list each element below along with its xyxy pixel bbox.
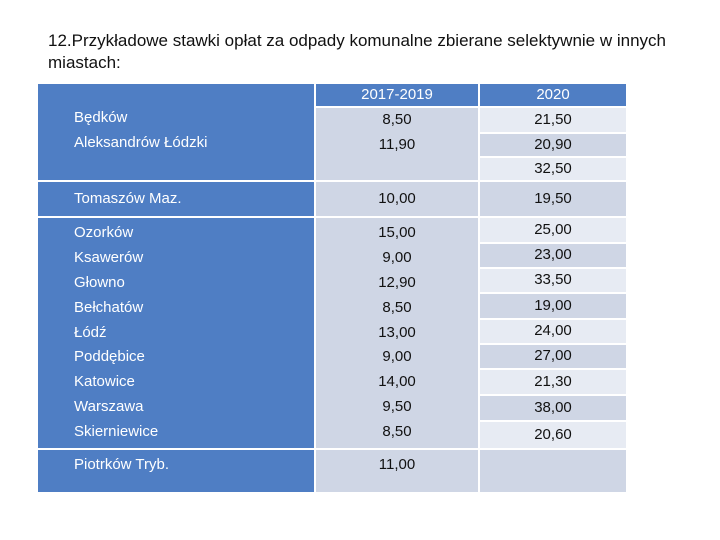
rate-value: 21,30: [534, 372, 572, 390]
rate-2020-cell: 20,60: [480, 422, 626, 448]
city-name: Skierniewice: [74, 422, 159, 440]
city-name: Głowno: [74, 274, 125, 291]
rate-value: 14,00: [378, 373, 416, 391]
group-4-rates-2020-empty: [480, 450, 626, 492]
rate-value: 11,00: [378, 456, 416, 473]
rate-value: 8,50: [382, 111, 412, 128]
rate-value: 33,50: [534, 271, 572, 289]
rate-2020-cell: 24,00: [480, 320, 626, 343]
rate-value: 9,00: [382, 348, 412, 366]
city-name: Bełchatów: [74, 298, 144, 316]
rate-2020-cell: 20,90: [480, 134, 626, 156]
rate-value: 25,00: [534, 220, 572, 238]
rate-value: 19,50: [534, 189, 572, 207]
city-name: Ozorków: [74, 224, 134, 242]
city-name: Łódź: [74, 323, 107, 341]
city-name: Tomaszów Maz.: [74, 189, 182, 207]
column-header-2017-2019: 2017-2019: [316, 84, 478, 106]
rate-2020-cell: 38,00: [480, 396, 626, 420]
city-name: Piotrków Tryb.: [74, 456, 170, 473]
city-group-1: Będków Aleksandrów Łódzki: [38, 84, 314, 180]
group-4-rates-2017: 11,00: [316, 450, 478, 492]
rate-2020-cell: 27,00: [480, 345, 626, 368]
rate-value: 8,50: [382, 422, 412, 440]
city-group-3: Ozorków Ksawerów Głowno Bełchatów Łódź P…: [38, 218, 314, 448]
city-name: Ksawerów: [74, 249, 144, 267]
rate-2020-cell: 33,50: [480, 269, 626, 292]
rate-value: 20,60: [534, 425, 572, 443]
rate-2020-cell: 21,30: [480, 370, 626, 394]
rate-value: 38,00: [534, 398, 572, 416]
rate-value: 32,50: [534, 159, 572, 177]
city-name: Aleksandrów Łódzki: [74, 133, 208, 151]
rate-2020-cell: 19,00: [480, 294, 626, 318]
city-name: Będków: [74, 109, 128, 126]
column-header-2020: 2020: [480, 84, 626, 106]
rate-value: 19,00: [534, 296, 572, 314]
group-3-rates-2017: 15,00 9,00 12,90 8,50 13,00 9,00 14,00 9…: [316, 218, 478, 448]
rate-value: 24,00: [534, 322, 572, 340]
city-name: Katowice: [74, 373, 135, 391]
rate-2020-cell: 32,50: [480, 158, 626, 180]
group-2-rates-2017: 10,00: [316, 182, 478, 216]
rate-value: 10,00: [378, 189, 416, 207]
page-title: 12.Przykładowe stawki opłat za odpady ko…: [48, 31, 667, 72]
rate-value: 13,00: [378, 323, 416, 341]
rate-value: 11,90: [378, 135, 416, 153]
rate-2020-cell: 21,50: [480, 108, 626, 132]
rate-2020-cell: 23,00: [480, 244, 626, 267]
rate-2020-cell: 25,00: [480, 218, 626, 242]
city-name: Poddębice: [74, 348, 145, 366]
rate-value: 9,00: [382, 249, 412, 267]
city-name: Warszawa: [74, 397, 144, 415]
rate-value: 27,00: [534, 347, 572, 365]
rate-value: 15,00: [378, 224, 416, 242]
city-group-4: Piotrków Tryb.: [38, 450, 314, 492]
city-group-2: Tomaszów Maz.: [38, 182, 314, 216]
rate-value: 9,50: [382, 397, 412, 415]
rate-value: 21,50: [534, 110, 572, 128]
rate-value: 12,90: [378, 274, 416, 291]
rate-value: 20,90: [534, 135, 572, 153]
rate-value: 8,50: [382, 298, 412, 316]
group-1-rates-2017: 8,50 11,90: [316, 108, 478, 180]
rate-value: 23,00: [534, 246, 572, 264]
group-2-rates-2020: 19,50: [480, 182, 626, 216]
